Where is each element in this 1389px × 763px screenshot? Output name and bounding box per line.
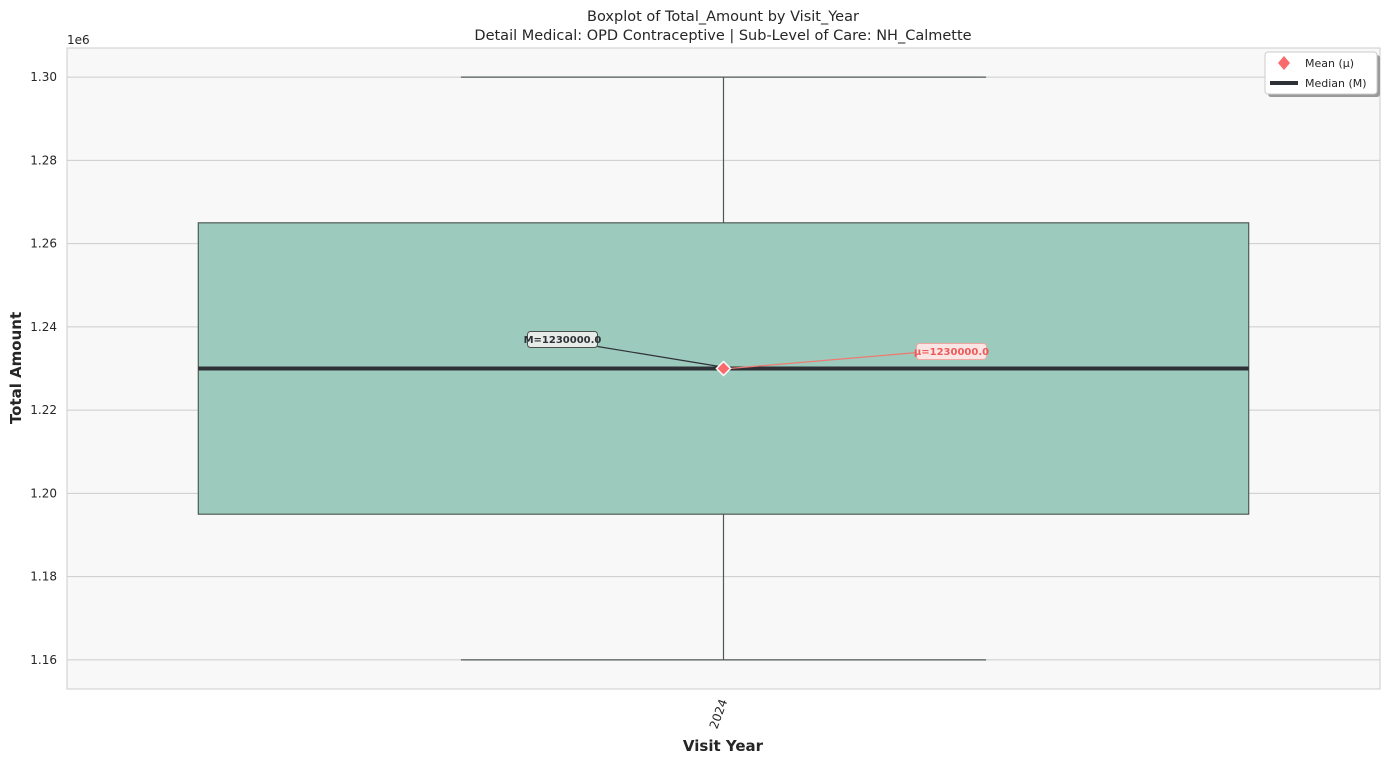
mean-annotation: μ=1230000.0 (914, 347, 989, 358)
median-annotation: M=1230000.0 (524, 335, 602, 346)
legend-median-label: Median (M) (1305, 77, 1367, 90)
chart-title: Boxplot of Total_Amount by Visit_Year (587, 9, 859, 25)
mean-annotation-box (916, 343, 987, 360)
y-tick-label: 1.30 (30, 70, 57, 84)
mean-diamond-icon (715, 360, 732, 377)
chart-subtitle: Detail Medical: OPD Contraceptive | Sub-… (474, 28, 971, 44)
y-tick-label: 1.16 (30, 653, 57, 667)
x-axis-label: Visit Year (683, 737, 764, 755)
y-tick-label: 1.28 (30, 153, 57, 167)
y-axis-label: Total Amount (7, 312, 25, 424)
y-tick-labels: 1.16 1.18 1.20 1.22 1.24 1.26 1.28 1.30 (30, 70, 57, 667)
y-tick-label: 1.20 (30, 486, 57, 500)
y-tick-label: 1.18 (30, 570, 57, 584)
mean-annotation-leader (729, 351, 918, 370)
y-tick-label: 1.26 (30, 237, 57, 251)
legend: Mean (μ) Median (M) (1264, 51, 1380, 97)
y-tick-label: 1.24 (30, 320, 57, 334)
legend-mean-label: Mean (μ) (1305, 57, 1354, 70)
box-layer: M=1230000.0 μ=1230000.0 2024 (197, 76, 1250, 731)
y-tick-label: 1.22 (30, 403, 57, 417)
median-annotation-box (527, 331, 598, 348)
y-offset-label: 1e6 (67, 33, 90, 47)
legend-mean-diamond-icon (1278, 56, 1290, 70)
median-annotation-leader (597, 345, 720, 368)
x-tick-label: 2024 (707, 697, 731, 730)
